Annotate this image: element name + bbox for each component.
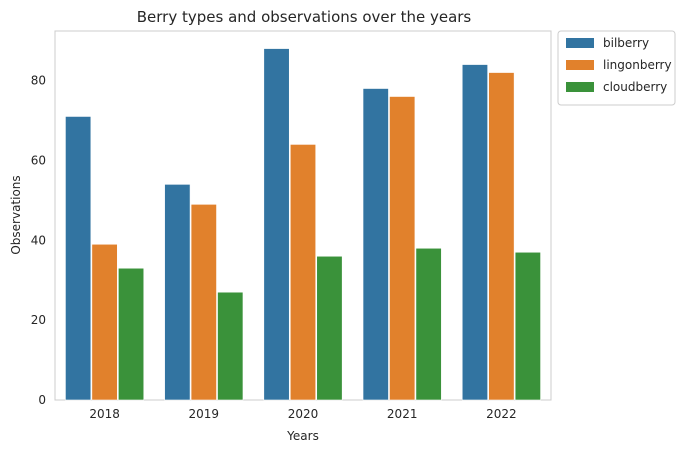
chart-title: Berry types and observations over the ye… [137, 8, 472, 26]
y-tick-label: 40 [31, 233, 46, 247]
bar-bilberry-2020 [263, 48, 290, 401]
legend-swatch-bilberry [566, 38, 594, 48]
y-axis-label: Observations [9, 175, 23, 254]
bar-lingonberry-2020 [289, 144, 317, 401]
x-tick-label: 2019 [189, 407, 220, 421]
bar-lingonberry-2022 [488, 72, 515, 401]
legend-swatch-lingonberry [566, 60, 594, 70]
x-tick-label: 2022 [486, 407, 517, 421]
y-axis-ticks: 0 20 40 60 80 [31, 74, 46, 407]
bar-bilberry-2022 [461, 64, 488, 401]
x-tick-label: 2021 [387, 407, 418, 421]
x-tick-label: 2018 [89, 407, 120, 421]
legend: bilberry lingonberry cloudberry [557, 30, 676, 106]
y-tick-label: 80 [31, 74, 46, 88]
bar-lingonberry-2019 [190, 204, 217, 401]
bar-cloudberry-2021 [415, 247, 442, 401]
bar-bilberry-2018 [65, 116, 92, 401]
plot-area [54, 30, 552, 401]
bar-cloudberry-2018 [118, 267, 145, 401]
bars-group [65, 48, 541, 401]
x-axis-label: Years [286, 429, 319, 443]
legend-label-lingonberry: lingonberry [603, 58, 672, 72]
y-tick-label: 0 [38, 393, 46, 407]
bar-cloudberry-2022 [514, 251, 541, 401]
x-tick-label: 2020 [288, 407, 319, 421]
y-tick-label: 60 [31, 153, 46, 167]
bar-bilberry-2021 [362, 88, 389, 401]
bar-cloudberry-2020 [316, 255, 343, 401]
bar-cloudberry-2019 [217, 291, 244, 401]
legend-label-bilberry: bilberry [603, 36, 649, 50]
bar-bilberry-2019 [164, 184, 191, 401]
y-tick-label: 20 [31, 313, 46, 327]
legend-label-cloudberry: cloudberry [603, 80, 667, 94]
bar-lingonberry-2018 [91, 243, 118, 401]
x-axis-ticks: 2018 2019 2020 2021 2022 [89, 407, 516, 421]
legend-swatch-cloudberry [566, 82, 594, 92]
bar-lingonberry-2021 [389, 96, 416, 401]
